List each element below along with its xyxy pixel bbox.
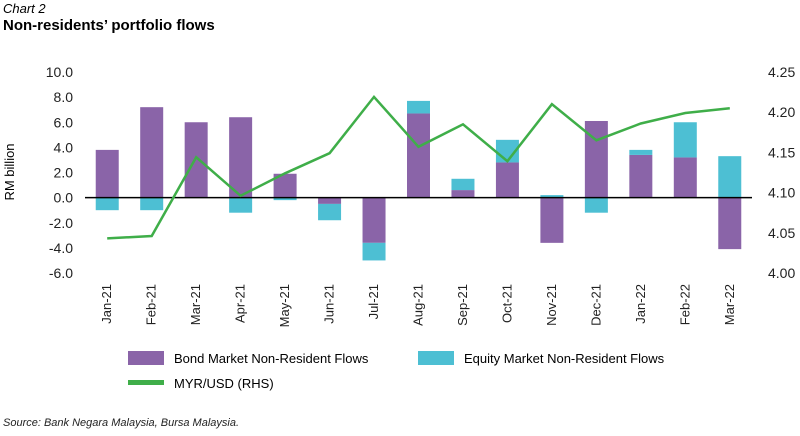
- y-axis-label: RM billion: [2, 143, 17, 200]
- y-tick-label: 10.0: [46, 64, 73, 80]
- bond-flow-bar: [95, 149, 119, 198]
- y-tick-label: -4.0: [49, 240, 73, 256]
- equity-flow-bar: [229, 197, 253, 213]
- x-tick-label: Jan-22: [633, 284, 648, 324]
- x-tick-label: Jul-21: [366, 284, 381, 319]
- equity-flow-bar: [140, 197, 164, 211]
- y2-tick-label: 4.25: [768, 64, 795, 80]
- bond-flow-bar: [540, 197, 564, 243]
- y2-tick-label: 4.00: [768, 265, 795, 281]
- x-tick-label: Mar-21: [188, 284, 203, 325]
- x-tick-label: Nov-21: [544, 284, 559, 326]
- equity-flow-bar: [362, 242, 386, 261]
- y-tick-label: 8.0: [54, 89, 74, 105]
- equity-flow-bar: [407, 100, 430, 114]
- legend-label-bond: Bond Market Non-Resident Flows: [174, 351, 369, 366]
- x-tick-label: Dec-21: [588, 284, 603, 326]
- bond-flow-bar: [273, 173, 297, 198]
- x-tick-label: Apr-21: [233, 284, 248, 323]
- bond-flow-bar: [407, 113, 430, 198]
- legend-label-line: MYR/USD (RHS): [174, 376, 274, 391]
- y-tick-label: 0.0: [54, 190, 74, 206]
- bond-flow-bar: [673, 157, 697, 198]
- x-tick-label: Jun-21: [322, 284, 337, 324]
- y2-tick-label: 4.10: [768, 185, 795, 201]
- x-axis-ticks: Jan-21 Feb-21 Mar-21 Apr-21 May-21 Jun-21 Jul-…: [99, 284, 737, 327]
- equity-flow-bar: [673, 122, 697, 158]
- equity-flow-bar: [718, 156, 742, 198]
- equity-flow-bar: [584, 197, 608, 213]
- legend-swatch-line: [128, 380, 164, 385]
- y-axis-ticks: 10.0 8.0 6.0 4.0 2.0 0.0 -2.0 -4.0 -6.0: [46, 64, 73, 281]
- bond-flow-bar: [140, 107, 164, 198]
- bond-flow-bar: [318, 197, 342, 204]
- chart-number: Chart 2: [3, 1, 46, 16]
- x-tick-label: Aug-21: [411, 284, 426, 326]
- chart-title: Non-residents’ portfolio flows: [3, 17, 215, 34]
- equity-flow-bar: [273, 197, 297, 201]
- bond-flow-bar: [495, 162, 519, 198]
- y-tick-label: 2.0: [54, 165, 74, 181]
- y2-tick-label: 4.15: [768, 144, 795, 160]
- y2-axis-ticks: 4.25 4.20 4.15 4.10 4.05 4.00: [768, 64, 795, 281]
- y2-tick-label: 4.20: [768, 104, 795, 120]
- bond-flow-bar: [184, 122, 208, 198]
- y-tick-label: 6.0: [54, 114, 74, 130]
- y2-tick-label: 4.05: [768, 225, 795, 241]
- bond-flow-bar: [629, 154, 653, 198]
- bond-flow-bar: [229, 117, 253, 198]
- bond-flow-bar: [718, 197, 742, 250]
- myr-usd-line: [107, 94, 730, 240]
- equity-flow-bar: [318, 203, 342, 221]
- y-tick-label: -2.0: [49, 215, 73, 231]
- bond-flow-bar: [362, 197, 386, 243]
- equity-flow-bar: [451, 178, 475, 191]
- x-tick-label: Feb-21: [144, 284, 159, 325]
- equity-flow-bar: [95, 197, 119, 211]
- y-tick-label: 4.0: [54, 139, 74, 155]
- x-tick-label: Mar-22: [722, 284, 737, 325]
- bars-group: [95, 100, 742, 261]
- y-tick-label: -6.0: [49, 265, 73, 281]
- source-note: Source: Bank Negara Malaysia, Bursa Mala…: [3, 417, 239, 429]
- x-tick-label: May-21: [277, 284, 292, 327]
- x-tick-label: Jan-21: [99, 284, 114, 324]
- x-tick-label: Sep-21: [455, 284, 470, 326]
- legend-swatch-bond: [128, 351, 164, 365]
- legend-swatch-equity: [418, 351, 454, 365]
- chart-svg: 10.0 8.0 6.0 4.0 2.0 0.0 -2.0 -4.0 -6.0 4.25 4.20…: [2, 64, 795, 391]
- legend-label-equity: Equity Market Non-Resident Flows: [464, 351, 665, 366]
- bond-flow-bar: [584, 120, 608, 198]
- x-tick-label: Oct-21: [499, 284, 514, 323]
- bond-flow-bar: [451, 190, 475, 198]
- equity-flow-bar: [540, 195, 564, 198]
- equity-flow-bar: [629, 149, 653, 155]
- x-tick-label: Feb-22: [677, 284, 692, 325]
